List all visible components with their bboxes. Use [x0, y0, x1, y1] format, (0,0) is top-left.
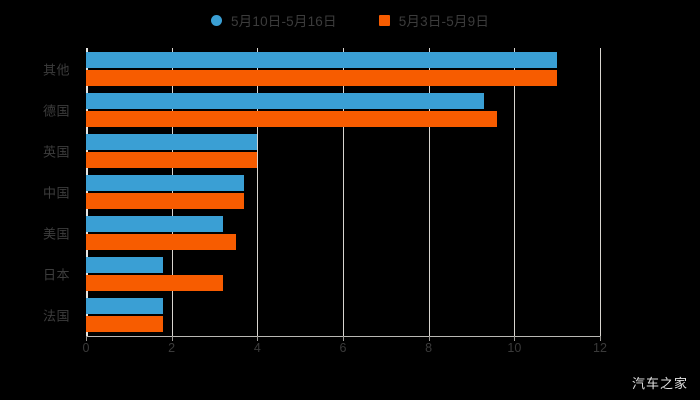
bar[interactable]: [86, 175, 245, 191]
bar-group: [86, 298, 600, 333]
x-tick-mark-8: [428, 336, 430, 341]
x-tick-mark-4: [257, 336, 259, 341]
legend-item-series-1[interactable]: 5月10日-5月16日: [210, 10, 337, 30]
bar[interactable]: [86, 133, 258, 150]
bar[interactable]: [86, 92, 485, 109]
y-axis-label-2: 英国: [42, 144, 70, 160]
bar[interactable]: [86, 51, 558, 68]
x-tick-label-2: 2: [168, 341, 176, 355]
gridline-x-4: [257, 48, 259, 336]
bar[interactable]: [86, 216, 224, 233]
bar[interactable]: [86, 110, 498, 127]
x-tick-mark-2: [171, 336, 173, 341]
gridline-x-2: [171, 48, 173, 336]
square-marker-icon: [378, 14, 390, 26]
bar[interactable]: [86, 234, 236, 251]
bar-group: [86, 257, 600, 292]
bar[interactable]: [86, 69, 558, 86]
bar-group: [86, 133, 600, 168]
circle-marker-icon: [210, 14, 222, 26]
x-tick-label-4: 4: [253, 341, 261, 355]
y-axis-label-0: 其他: [42, 62, 70, 78]
bar[interactable]: [86, 193, 245, 209]
gridline-x-6: [343, 48, 344, 336]
plot-area: [86, 48, 601, 336]
legend-label-series-2: 5月3日-5月9日: [398, 14, 490, 29]
legend-label-series-1: 5月10日-5月16日: [230, 14, 337, 29]
y-axis-label-4: 美国: [42, 226, 70, 242]
bar[interactable]: [86, 316, 164, 333]
x-tick-label-8: 8: [425, 341, 433, 355]
y-axis-label-3: 中国: [42, 185, 70, 201]
gridline-x-10: [514, 48, 516, 336]
x-tick-label-10: 10: [507, 341, 522, 355]
legend-item-series-2[interactable]: 5月3日-5月9日: [378, 10, 490, 30]
gridline-x-0: [86, 48, 88, 336]
y-axis-label-5: 日本: [42, 267, 70, 283]
y-axis-labels: 其他德国英国中国美国日本法国: [0, 48, 78, 336]
bar[interactable]: [86, 275, 224, 292]
bar-group: [86, 92, 600, 127]
bar[interactable]: [86, 257, 164, 274]
bar[interactable]: [86, 298, 164, 315]
x-tick-label-12: 12: [593, 341, 607, 355]
x-tick-mark-6: [343, 336, 344, 341]
gridline-x-12: [600, 48, 601, 336]
watermark: 汽车之家: [631, 376, 688, 391]
y-axis-label-1: 德国: [42, 103, 70, 119]
bar-group: [86, 175, 600, 209]
y-axis-label-6: 法国: [42, 308, 70, 324]
x-tick-mark-12: [600, 336, 601, 341]
x-tick-mark-0: [86, 336, 87, 341]
x-tick-label-0: 0: [82, 341, 90, 355]
bar[interactable]: [86, 151, 258, 168]
x-tick-label-6: 6: [339, 341, 347, 355]
gridline-x-8: [428, 48, 430, 336]
bar-group: [86, 51, 600, 86]
x-tick-mark-10: [514, 336, 516, 341]
chart-legend: 5月10日-5月16日 5月3日-5月9日: [0, 9, 700, 31]
bar-group: [86, 216, 600, 251]
